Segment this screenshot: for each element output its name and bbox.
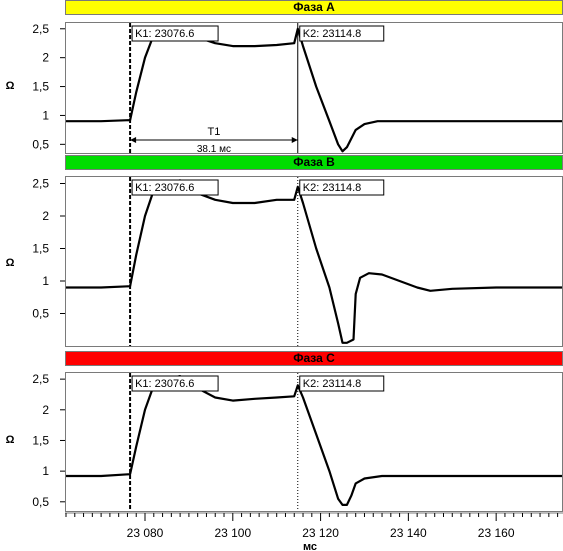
- phase-c-title: Фаза С: [65, 351, 563, 366]
- phase-b-ytick-label: 1,5: [32, 242, 49, 256]
- phase-a-cursor-2-box: [299, 25, 385, 42]
- x-tick-label: 23 140: [390, 526, 427, 540]
- phase-a-series-line: [66, 27, 562, 153]
- phase-b-title: Фаза В: [65, 155, 563, 170]
- phase-c-ytick-label: 0,5: [32, 495, 49, 509]
- interval-arrow-head-right: [291, 137, 298, 143]
- phase-a-ytick-label: 2,5: [32, 22, 49, 36]
- phase-c-cursor-1-box: [131, 375, 219, 392]
- phase-b-cursor-1-label: K1: 23076.6: [135, 182, 194, 194]
- phase-a-ytick-label: 2: [42, 51, 49, 65]
- phase-a-cursor-1-box: [131, 25, 219, 42]
- phase-c-cursor-1-label: K1: 23076.6: [135, 378, 194, 390]
- phase-c-series-line: [66, 375, 562, 506]
- x-tick-label: 23 100: [214, 526, 251, 540]
- phase-a-ytick-label: 0,5: [32, 137, 49, 151]
- x-axis-label: мс: [303, 541, 317, 551]
- phase-a-ylabel: Ω: [5, 80, 15, 92]
- phase-a-plot-frame: [65, 22, 563, 154]
- phase-b-ytick-label: 2,5: [32, 177, 49, 191]
- phase-c-ylabel: Ω: [5, 434, 15, 446]
- interval-name: T1: [208, 126, 221, 138]
- phase-a-cursor-2-label: K2: 23114.8: [303, 28, 362, 40]
- phase-a-title: Фаза А: [65, 0, 563, 15]
- phase-b-cursor-2-label: K2: 23114.8: [303, 182, 362, 194]
- interval-arrow-head-left: [130, 137, 137, 143]
- phase-b-cursor-1-box: [131, 179, 219, 196]
- phase-a-ytick-label: 1: [42, 108, 49, 122]
- phase-c-cursor-2-label: K2: 23114.8: [303, 378, 362, 390]
- phase-c-cursor-2-box: [299, 375, 385, 392]
- phase-a-cursor-1-label: K1: 23076.6: [135, 28, 194, 40]
- x-tick-label: 23 120: [302, 526, 339, 540]
- phase-b-series-line: [66, 179, 562, 344]
- phase-c-ytick-label: 2: [42, 403, 49, 417]
- phase-a-ytick-label: 1,5: [32, 80, 49, 94]
- phase-b-ytick-label: 0,5: [32, 307, 49, 321]
- phase-c-ytick-label: 1: [42, 464, 49, 478]
- phase-b-ytick-label: 1: [42, 274, 49, 288]
- phase-c-ytick-label: 1,5: [32, 433, 49, 447]
- x-tick-label: 23 080: [127, 526, 164, 540]
- phase-b-ylabel: Ω: [5, 257, 15, 269]
- phase-c-ytick-label: 2,5: [32, 372, 49, 386]
- x-tick-label: 23 160: [478, 526, 515, 540]
- phase-b-ytick-label: 2: [42, 209, 49, 223]
- phase-c-plot-frame: [65, 372, 563, 512]
- interval-value: 38.1 мс: [197, 144, 231, 155]
- phase-b-cursor-2-box: [299, 179, 385, 196]
